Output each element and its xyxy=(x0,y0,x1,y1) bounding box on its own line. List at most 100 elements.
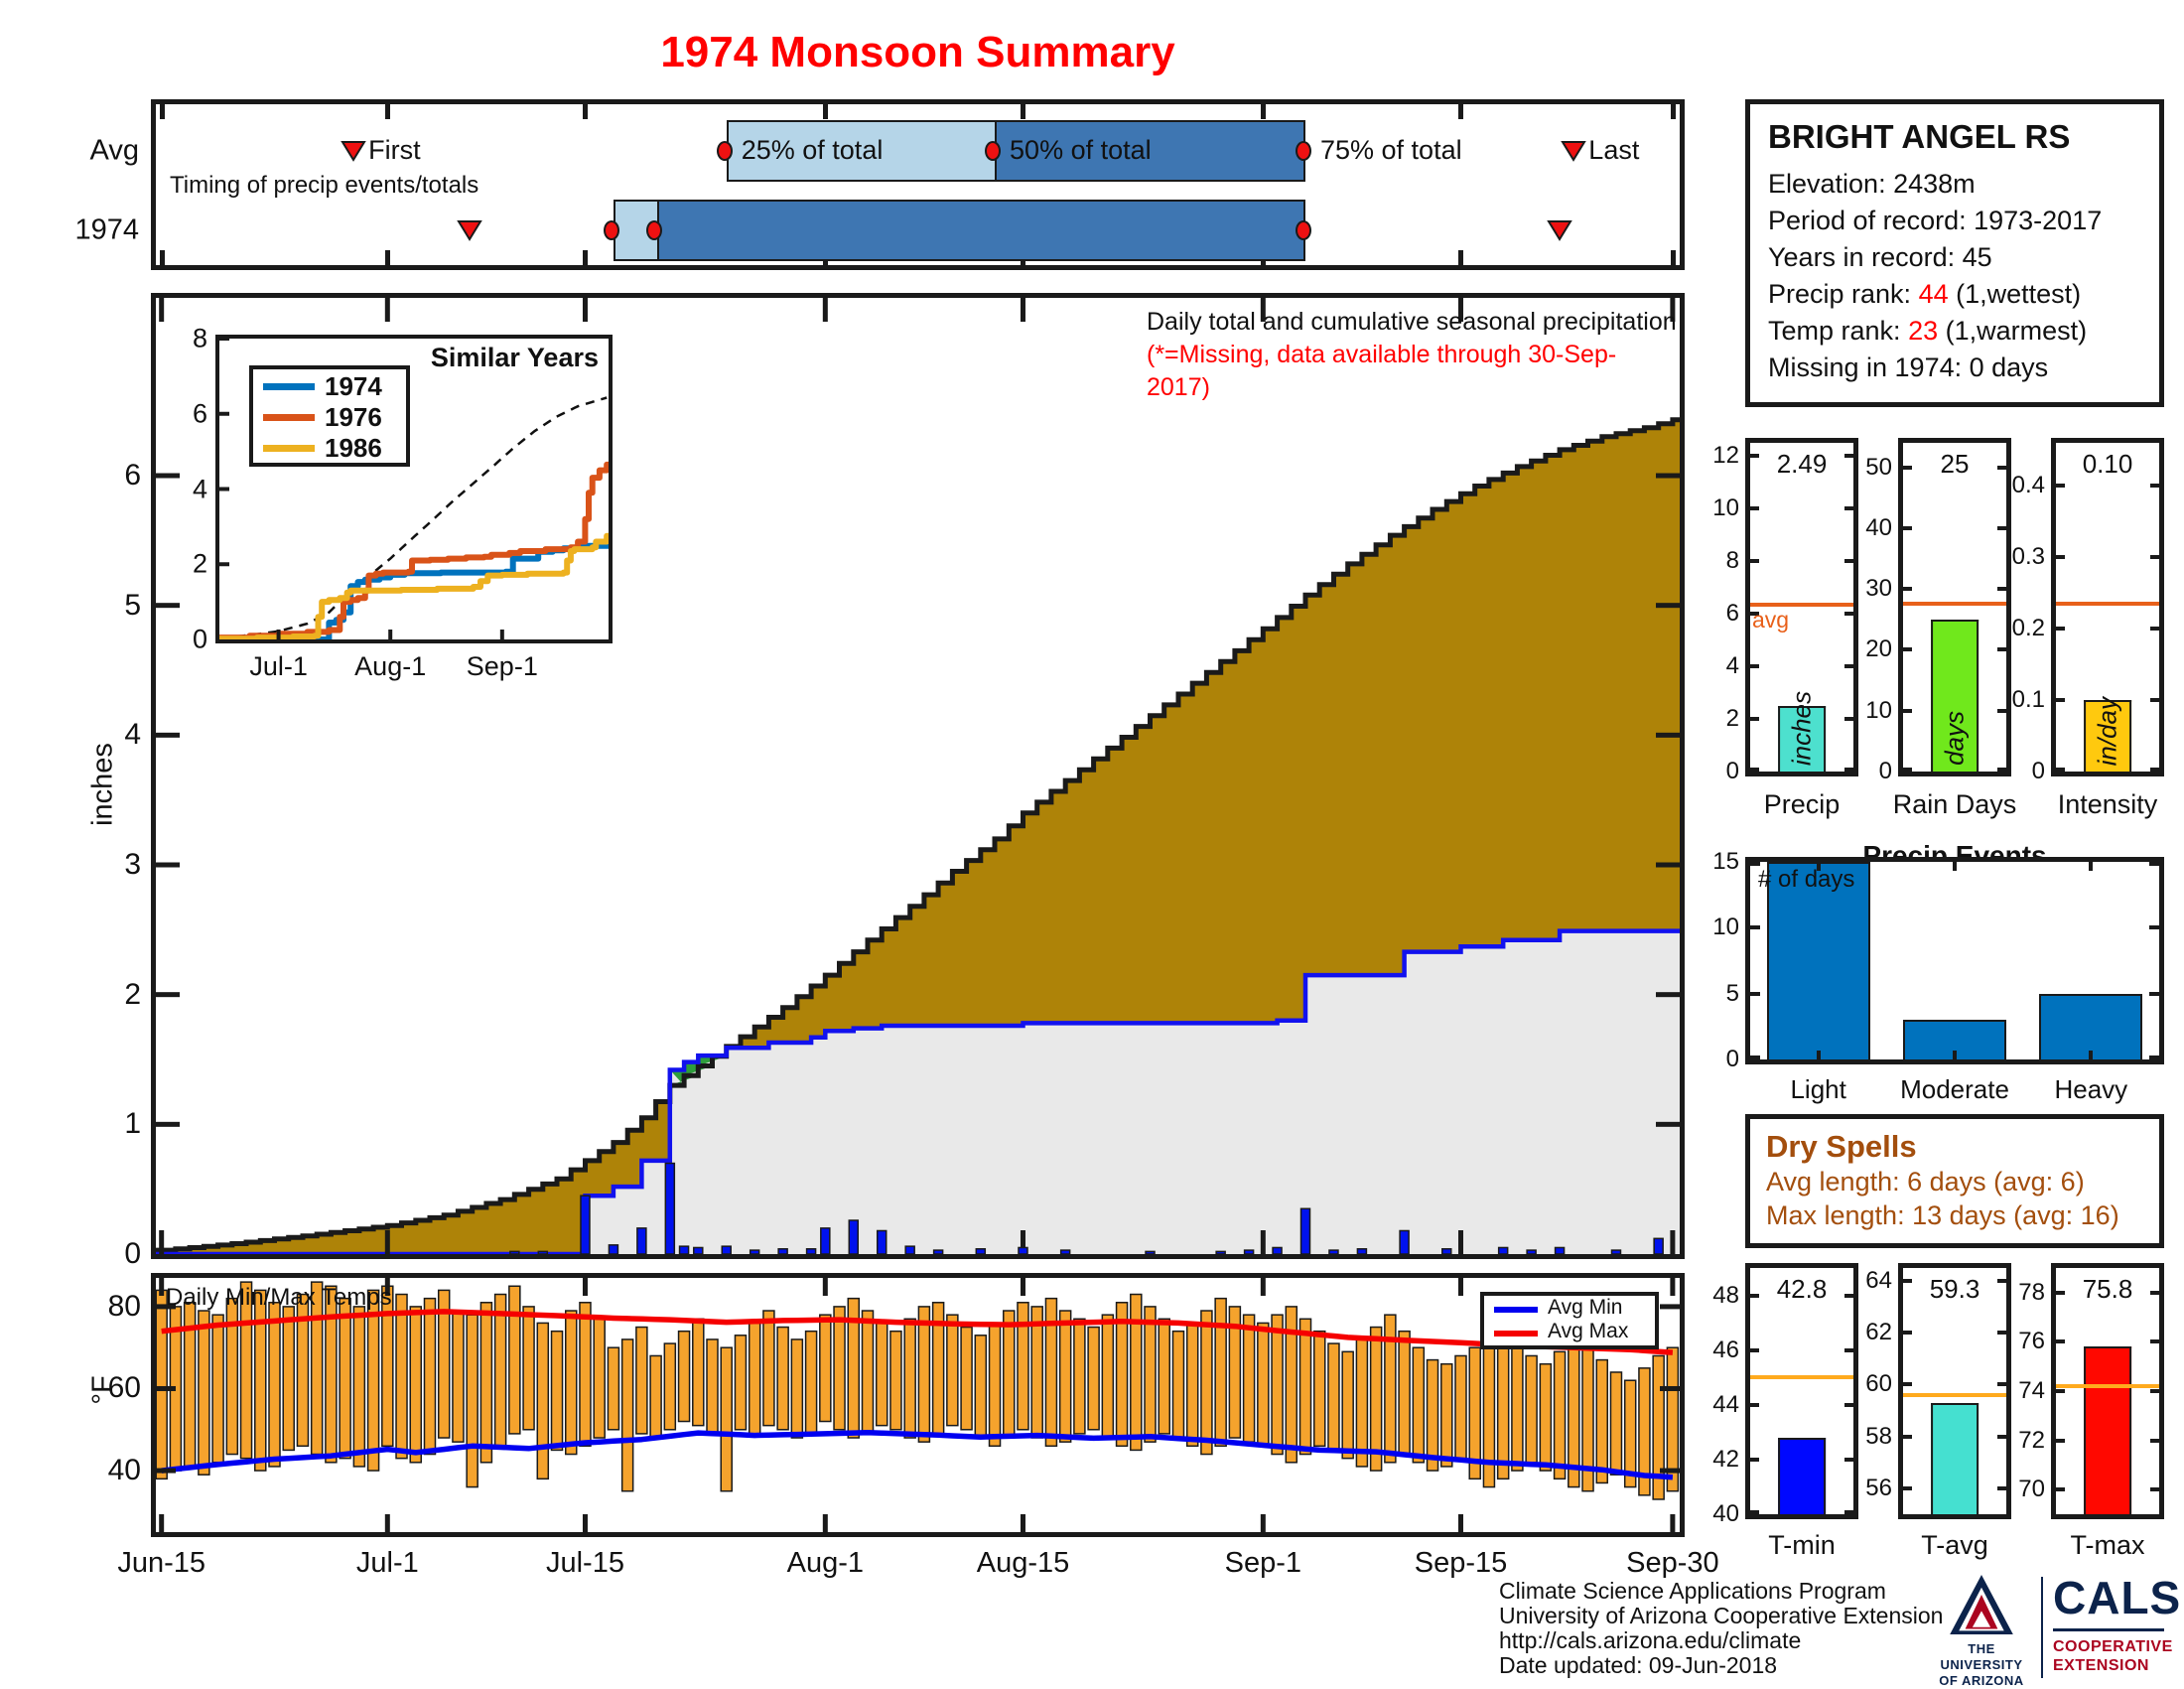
station-detail-segment: Missing in 1974: 0 days xyxy=(1768,352,2049,382)
mini-y-tick-label: 8 xyxy=(1725,547,1739,575)
temp-range-bar xyxy=(804,1330,818,1435)
mini-y-tick xyxy=(1750,1457,1759,1462)
mini-y-tick xyxy=(1997,525,2006,530)
mini-y-tick xyxy=(1903,587,1912,592)
mini-y-tick-label: 0.4 xyxy=(2011,472,2045,499)
mini-y-tick-label: 46 xyxy=(1712,1336,1739,1363)
mini-y-tick-label: 20 xyxy=(1865,635,1892,663)
inset-y-tick xyxy=(219,487,229,492)
last-event-marker xyxy=(1561,140,1587,162)
temp-range-bar xyxy=(550,1330,564,1452)
temp-y-tick xyxy=(1660,1304,1680,1310)
events-x-tick xyxy=(1816,862,1821,871)
triangle-down-icon xyxy=(1561,141,1587,162)
temp-x-tick xyxy=(582,1278,588,1296)
temp-range-bar xyxy=(1017,1302,1029,1431)
mini-y-tick xyxy=(1750,612,1759,617)
temp-y-tick xyxy=(156,1385,176,1391)
inset-y-tick xyxy=(219,562,229,567)
temp-range-bar xyxy=(1666,1346,1680,1492)
mini-x-label: T-max xyxy=(2070,1530,2145,1560)
mini-average-line xyxy=(1903,1392,2006,1397)
dry-spells-title: Dry Spells xyxy=(1766,1129,1917,1164)
cals-logo: CALS COOPERATIVE EXTENSION xyxy=(2053,1571,2180,1675)
temp-range-bar xyxy=(366,1289,380,1472)
main-y-tick xyxy=(156,732,180,738)
events-y-tick-label: 0 xyxy=(1725,1046,1739,1072)
mini-y-tick xyxy=(1844,1510,1853,1514)
daily-precip-bar xyxy=(1018,1246,1028,1254)
main-y-tick xyxy=(1656,862,1680,868)
inset-series-1976 xyxy=(217,461,611,641)
mini-y-tick xyxy=(2056,1487,2065,1492)
timing-quartile-bar xyxy=(613,200,1305,261)
station-detail-segment: Precip rank: xyxy=(1768,279,1919,309)
mini-y-tick xyxy=(2056,768,2065,772)
temp-x-tick xyxy=(1457,1514,1463,1532)
dry-spells-box: Dry Spells Avg length: 6 days (avg: 6) Ma… xyxy=(1745,1114,2164,1248)
mini-value-bar xyxy=(1931,619,1979,772)
events-y-tick xyxy=(2149,862,2159,866)
x-axis-date-label: Sep-1 xyxy=(1224,1547,1302,1579)
mini-y-tick xyxy=(1997,1382,2006,1387)
daily-precip-bar xyxy=(932,1249,944,1254)
legend-label: 1974 xyxy=(325,371,382,401)
daily-precip-bar xyxy=(1299,1207,1311,1254)
main-y-tick-label: 5 xyxy=(124,588,141,622)
daily-precip-bar xyxy=(1441,1248,1452,1254)
x-axis-date-label: Jul-15 xyxy=(545,1547,624,1579)
station-detail-line: Period of record: 1973-2017 xyxy=(1768,203,2141,239)
mini-y-tick xyxy=(1997,1331,2006,1336)
main-x-tick xyxy=(159,1230,165,1254)
temp-range-bar xyxy=(1185,1322,1199,1448)
quartile-dot xyxy=(645,220,662,240)
temp-range-bar xyxy=(1412,1346,1426,1464)
mini-y-tick-label: 76 xyxy=(2018,1328,2045,1355)
mini-y-tick xyxy=(1844,768,1853,772)
main-x-tick xyxy=(159,298,165,322)
temp-range-bar xyxy=(296,1293,310,1448)
daily-precip-bar xyxy=(1328,1249,1339,1254)
mini-y-tick xyxy=(2150,1290,2159,1295)
mini-unit-label: in/day xyxy=(2092,696,2122,766)
daily-precip-bar xyxy=(1145,1250,1156,1254)
daily-precip-bar xyxy=(975,1248,987,1254)
mini-y-tick xyxy=(1750,1293,1759,1298)
timing-bar-25-50 xyxy=(728,122,996,180)
mini-value-label: 0.10 xyxy=(2082,449,2133,479)
temp-range-bar xyxy=(423,1297,437,1456)
main-y-tick xyxy=(1656,992,1680,998)
mini-y-tick xyxy=(1844,717,1853,722)
page-title: 1974 Monsoon Summary xyxy=(660,28,1175,76)
temp-range-bar xyxy=(620,1338,634,1492)
triangle-down-icon xyxy=(341,141,366,162)
mini-y-tick xyxy=(2150,1339,2159,1344)
temp-panel-label: Daily Min/Max Temps xyxy=(166,1284,392,1311)
mini-y-tick-label: 10 xyxy=(1865,696,1892,724)
mini-y-tick xyxy=(2150,698,2159,703)
mini-y-tick-label: 0 xyxy=(1878,758,1892,784)
temp-range-bar xyxy=(776,1326,789,1431)
temp-range-bar xyxy=(663,1342,677,1431)
ua-block-a-icon xyxy=(1950,1575,2013,1634)
main-y-tick-label: 1 xyxy=(124,1107,141,1141)
mini-y-tick xyxy=(1997,1485,2006,1490)
timing-x-tick xyxy=(385,250,391,265)
x-axis-date-label: Jun-15 xyxy=(117,1547,206,1579)
main-y-tick-label: 3 xyxy=(124,848,141,881)
temp-y-tick xyxy=(156,1468,176,1474)
main-y-tick xyxy=(156,473,180,479)
main-y-tick xyxy=(1656,1121,1680,1127)
inset-x-tick-label: Sep-1 xyxy=(466,651,538,681)
daily-precip-bar xyxy=(1554,1246,1566,1254)
temp-range-bar xyxy=(790,1338,804,1439)
inset-x-tick-label: Jul-1 xyxy=(249,651,308,681)
temp-range-bar xyxy=(861,1310,875,1435)
ua-logo-text-line2: OF ARIZONA xyxy=(1939,1673,2024,1688)
mini-y-tick-label: 0 xyxy=(2031,758,2045,784)
temp-x-tick xyxy=(1457,1278,1463,1296)
mini-y-tick xyxy=(1903,1331,1912,1336)
station-detail-segment: 23 xyxy=(1908,316,1939,346)
temp-range-bar xyxy=(198,1310,210,1476)
